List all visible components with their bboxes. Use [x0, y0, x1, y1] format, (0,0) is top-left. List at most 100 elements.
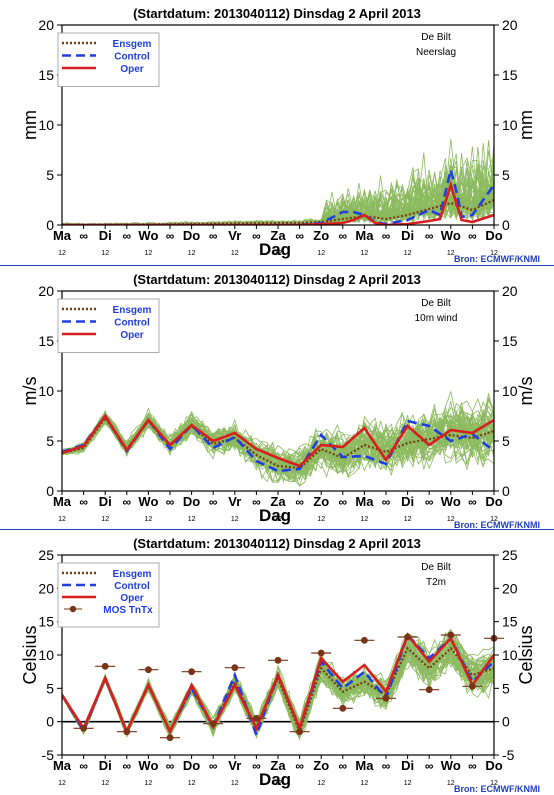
x-tick-label: ∞ [382, 229, 391, 243]
x-tick-label: ∞ [382, 495, 391, 509]
x-tick-label: ∞ [382, 759, 391, 773]
x-tick-label: ∞ [209, 229, 218, 243]
legend-label-mos: MOS TnTx [103, 605, 153, 616]
x-tick-label: Vr [228, 228, 241, 243]
x-tick-label: ∞ [295, 229, 304, 243]
x-tick-label: Di [401, 494, 414, 509]
x-subtick-label: 12 [361, 516, 369, 523]
y-tick-label: 20 [38, 580, 54, 596]
x-tick-label: Do [183, 494, 200, 509]
station-label: De Bilt [421, 562, 451, 573]
x-tick-label: ∞ [425, 495, 434, 509]
legend-label-oper: Oper [120, 330, 143, 341]
legend-label-control: Control [114, 581, 150, 592]
mos-point [231, 664, 239, 672]
x-tick-label: ∞ [468, 759, 477, 773]
x-tick-label: Ma [355, 494, 374, 509]
x-tick-label: ∞ [252, 495, 261, 509]
chart-title: (Startdatum: 2013040112) Dinsdag 2 April… [133, 6, 421, 21]
y-axis-label: Celsius [20, 625, 40, 684]
x-axis-label: Dag [259, 506, 291, 525]
mos-point [382, 694, 390, 702]
x-subtick-label: 12 [231, 780, 239, 787]
y-tick-label: 20 [502, 283, 518, 299]
y-tick-label: 5 [46, 433, 54, 449]
x-tick-label: Zo [313, 758, 329, 773]
x-tick-label: Wo [138, 494, 158, 509]
ensemble-member-line [62, 406, 494, 466]
mos-point [166, 734, 174, 742]
x-subtick-label: 12 [274, 516, 282, 523]
mos-point [80, 724, 87, 732]
y-tick-label: 5 [46, 167, 54, 183]
x-tick-label: ∞ [209, 495, 218, 509]
x-subtick-label: 12 [101, 516, 109, 523]
x-tick-label: Do [485, 758, 502, 773]
plot-area [62, 390, 494, 487]
x-tick-label: Zo [313, 228, 329, 243]
mos-point [469, 682, 476, 690]
x-tick-label: Di [401, 758, 414, 773]
x-tick-label: Do [485, 228, 502, 243]
y-tick-label: 25 [38, 547, 54, 563]
x-tick-label: ∞ [123, 759, 132, 773]
y-axis-label: Celsius [516, 625, 536, 684]
x-subtick-label: 12 [361, 780, 369, 787]
x-tick-label: Wo [441, 758, 461, 773]
x-tick-label: ∞ [339, 495, 348, 509]
source-label: Bron: ECMWF/KNMI [454, 520, 540, 530]
x-tick-label: Wo [138, 758, 158, 773]
x-subtick-label: 12 [188, 250, 196, 257]
mos-point [404, 633, 411, 641]
y-axis-label: mm [516, 110, 536, 140]
x-tick-label: ∞ [166, 229, 175, 243]
x-tick-label: Vr [228, 494, 241, 509]
x-subtick-label: 12 [317, 516, 325, 523]
y-tick-label: 10 [502, 117, 518, 133]
x-tick-label: Ma [355, 758, 374, 773]
x-tick-label: Wo [138, 228, 158, 243]
ensemble-member-line [62, 419, 494, 487]
series-line-control [62, 169, 494, 225]
y-tick-label: 20 [502, 17, 518, 33]
mos-point [317, 649, 325, 657]
y-tick-label: 5 [46, 680, 54, 696]
y-tick-label: 15 [38, 67, 54, 83]
plot-area [62, 628, 494, 741]
chart-title: (Startdatum: 2013040112) Dinsdag 2 April… [133, 272, 421, 287]
mos-point [145, 666, 152, 674]
legend-swatch-mos-point [69, 605, 77, 613]
mos-point [188, 668, 196, 676]
x-subtick-label: 12 [274, 250, 282, 257]
y-tick-label: 0 [502, 217, 510, 233]
panel-separator [0, 265, 554, 266]
x-subtick-label: 12 [145, 780, 153, 787]
mos-point [209, 720, 217, 728]
x-tick-label: Do [485, 494, 502, 509]
x-tick-label: ∞ [79, 759, 88, 773]
x-tick-label: Ma [355, 228, 374, 243]
mos-point [339, 704, 347, 712]
y-tick-label: 20 [38, 17, 54, 33]
panel-separator [0, 529, 554, 530]
mos-point [425, 686, 433, 694]
y-tick-label: 0 [502, 483, 510, 499]
x-subtick-label: 12 [145, 516, 153, 523]
y-tick-label: 15 [502, 614, 518, 630]
x-tick-label: ∞ [252, 229, 261, 243]
station-label: De Bilt [421, 298, 451, 309]
x-tick-label: Za [270, 228, 286, 243]
y-tick-label: 20 [38, 283, 54, 299]
x-tick-label: ∞ [468, 495, 477, 509]
variable-label: 10m wind [415, 313, 458, 324]
x-tick-label: ∞ [295, 495, 304, 509]
y-axis-label: m/s [516, 377, 536, 406]
x-tick-label: Wo [441, 494, 461, 509]
y-tick-label: 10 [502, 383, 518, 399]
x-tick-label: Di [99, 228, 112, 243]
legend-label-control: Control [114, 318, 150, 329]
series-line-oper [62, 413, 494, 468]
